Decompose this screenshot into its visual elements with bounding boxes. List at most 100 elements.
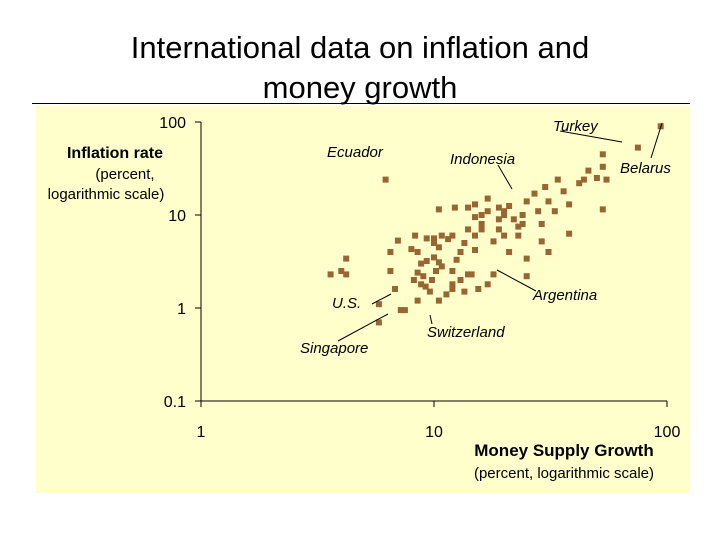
- data-point: [465, 226, 471, 233]
- slide-title-line-2: money growth: [262, 70, 458, 105]
- data-point: [414, 249, 421, 255]
- data-point: [465, 271, 471, 278]
- data-point: [449, 281, 456, 288]
- data-point: [445, 236, 452, 243]
- data-point: [484, 208, 491, 215]
- annotation-argentina: Argentina: [532, 287, 597, 304]
- data-point: [475, 286, 482, 292]
- data-point: [401, 307, 408, 314]
- leader-us: [371, 293, 392, 305]
- data-point: [566, 230, 573, 237]
- data-point: [414, 297, 421, 304]
- leader-belarus: [650, 122, 663, 159]
- data-point: [599, 163, 606, 170]
- data-point: [443, 291, 450, 298]
- title-divider: [32, 103, 690, 104]
- y-tick-label-100: 100: [159, 115, 186, 132]
- annotation-turkey: Turkey: [553, 118, 599, 135]
- data-point: [343, 271, 350, 278]
- annotation-ecuador: Ecuador: [327, 144, 384, 161]
- data-point: [382, 176, 389, 183]
- data-point: [506, 249, 513, 255]
- data-point: [375, 319, 382, 326]
- data-point: [484, 195, 491, 202]
- data-point: [599, 151, 606, 158]
- data-point: [506, 203, 513, 209]
- slide-title: International data on inflation and mone…: [0, 28, 720, 108]
- data-point: [478, 226, 485, 233]
- data-point: [545, 249, 552, 255]
- data-point: [593, 175, 600, 181]
- data-point: [490, 271, 497, 278]
- data-point: [387, 249, 394, 255]
- data-point: [418, 260, 425, 267]
- data-point: [453, 256, 460, 263]
- leader-indonesia: [497, 164, 513, 190]
- data-point: [438, 263, 445, 270]
- data-point: [523, 255, 530, 262]
- annotation-singapore: Singapore: [300, 340, 368, 357]
- data-point: [423, 235, 430, 242]
- data-point: [465, 204, 471, 211]
- data-point: [435, 297, 442, 304]
- data-point: [523, 273, 530, 280]
- data-point: [426, 288, 433, 295]
- leader-argentina: [496, 269, 537, 292]
- data-point: [519, 221, 526, 227]
- x-tick-label-1: 1: [197, 424, 206, 441]
- y-tick-label-10: 10: [168, 208, 186, 225]
- data-point: [418, 281, 425, 288]
- data-point: [408, 246, 415, 253]
- x-tick-label-100: 100: [654, 424, 681, 441]
- data-point: [478, 212, 485, 218]
- data-point: [435, 244, 442, 251]
- data-point: [468, 271, 475, 278]
- annotation-indonesia: Indonesia: [450, 151, 515, 168]
- data-point: [495, 216, 502, 223]
- data-point: [435, 206, 442, 213]
- data-point: [449, 268, 456, 274]
- annotation-leader-lines: [337, 122, 663, 342]
- data-point: [515, 232, 522, 239]
- data-point: [422, 283, 429, 290]
- data-point: [420, 273, 427, 280]
- data-point: [519, 212, 526, 218]
- x-axis-subtitle: (percent, logarithmic scale): [474, 465, 654, 482]
- data-point: [431, 240, 437, 246]
- data-point: [431, 235, 437, 242]
- data-point: [438, 232, 445, 239]
- data-point: [538, 221, 545, 227]
- data-point: [392, 286, 398, 292]
- data-point: [566, 201, 573, 208]
- data-point: [431, 254, 437, 261]
- annotation-switzerland: Switzerland: [427, 324, 505, 341]
- data-point: [599, 206, 606, 213]
- data-point: [375, 301, 382, 308]
- data-point: [414, 269, 421, 276]
- y-tick-label-1: 1: [177, 301, 186, 318]
- data-point: [472, 232, 478, 239]
- leader-turkey: [559, 130, 623, 143]
- data-point: [501, 212, 508, 218]
- x-axis-title: Money Supply Growth: [474, 441, 653, 460]
- leader-singapore: [337, 313, 389, 342]
- data-point: [457, 277, 464, 283]
- data-point: [576, 180, 583, 187]
- data-point: [535, 208, 542, 215]
- data-point: [449, 286, 456, 292]
- data-point: [551, 208, 558, 215]
- y-axis-subtitle-line-2: logarithmic scale): [48, 186, 165, 203]
- data-point: [580, 176, 587, 183]
- annotation-belarus: Belarus: [620, 160, 671, 177]
- x-tick-label-10: 10: [425, 424, 443, 441]
- y-axis-subtitle-line-1: (percent,: [95, 166, 154, 183]
- data-point: [449, 232, 456, 239]
- annotation-us: U.S.: [332, 295, 361, 312]
- data-point: [501, 208, 508, 215]
- data-point: [531, 190, 538, 197]
- data-point: [634, 144, 641, 151]
- data-point: [478, 221, 485, 227]
- data-point: [560, 188, 567, 195]
- data-point: [472, 214, 478, 221]
